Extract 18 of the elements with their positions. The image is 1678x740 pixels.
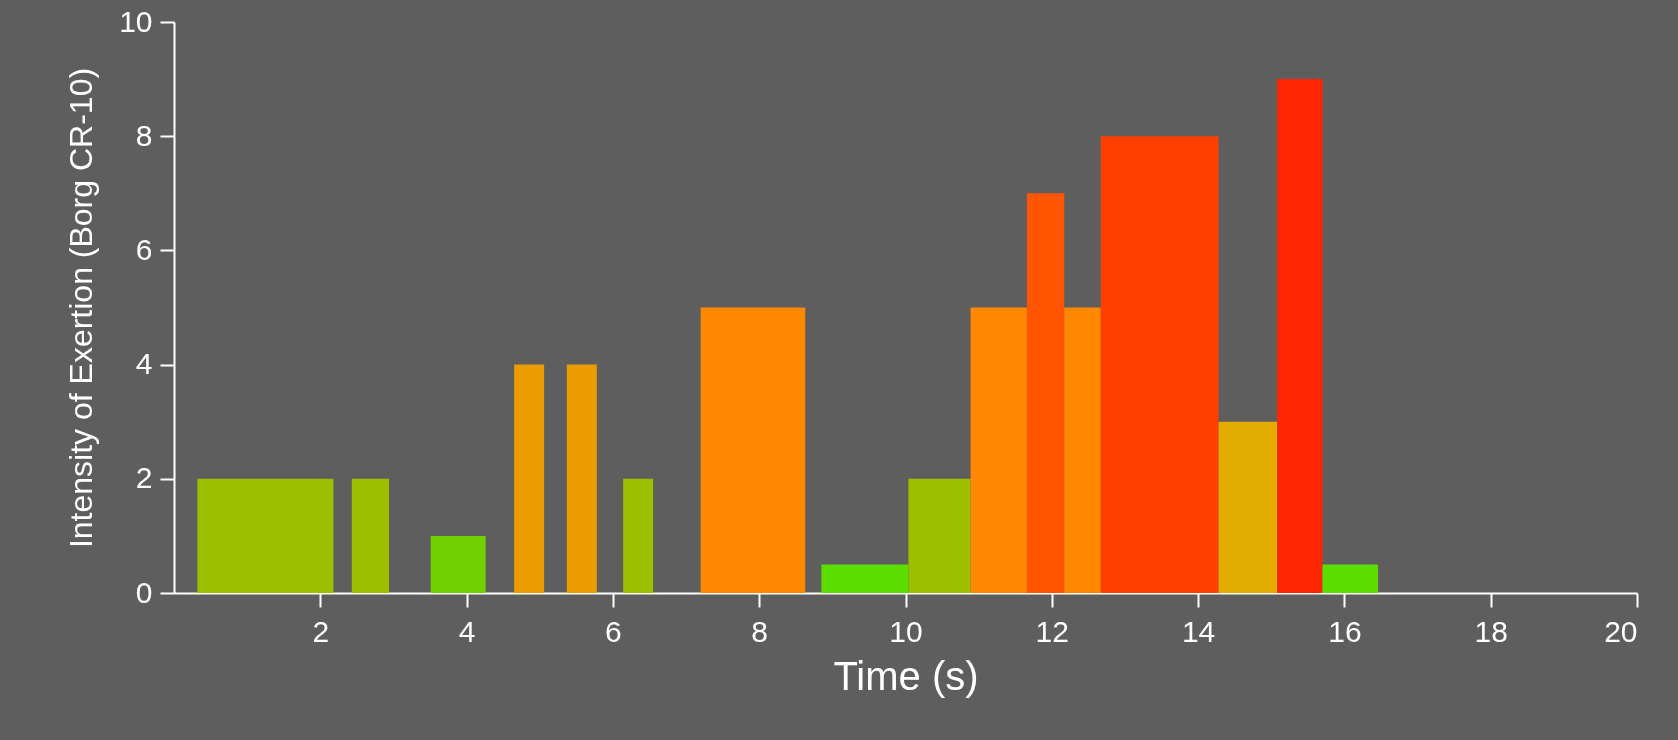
y-tick-label: 10 <box>119 4 153 38</box>
x-tick-label: 18 <box>1474 614 1508 648</box>
x-tick-label: 10 <box>889 614 923 648</box>
x-tick-label: 6 <box>605 614 622 648</box>
x-tick-label: 8 <box>751 614 769 648</box>
y-tick-label: 6 <box>135 232 153 266</box>
y-tick-label: 0 <box>135 575 153 609</box>
x-tick-label: 20 <box>1604 614 1638 648</box>
x-tick-label: 4 <box>458 614 476 648</box>
y-axis-title: Intensity of Exertion (Borg CR-10) <box>63 67 100 549</box>
x-tick-label: 12 <box>1035 614 1069 648</box>
x-tick-label: 2 <box>312 614 330 648</box>
y-tick-label: 2 <box>135 461 153 495</box>
y-tick-label: 8 <box>135 118 153 152</box>
y-tick-label: 4 <box>135 347 153 381</box>
x-tick-label: 14 <box>1181 614 1216 648</box>
x-tick-label: 16 <box>1328 614 1362 648</box>
x-axis-title: Time (s) <box>833 653 979 698</box>
